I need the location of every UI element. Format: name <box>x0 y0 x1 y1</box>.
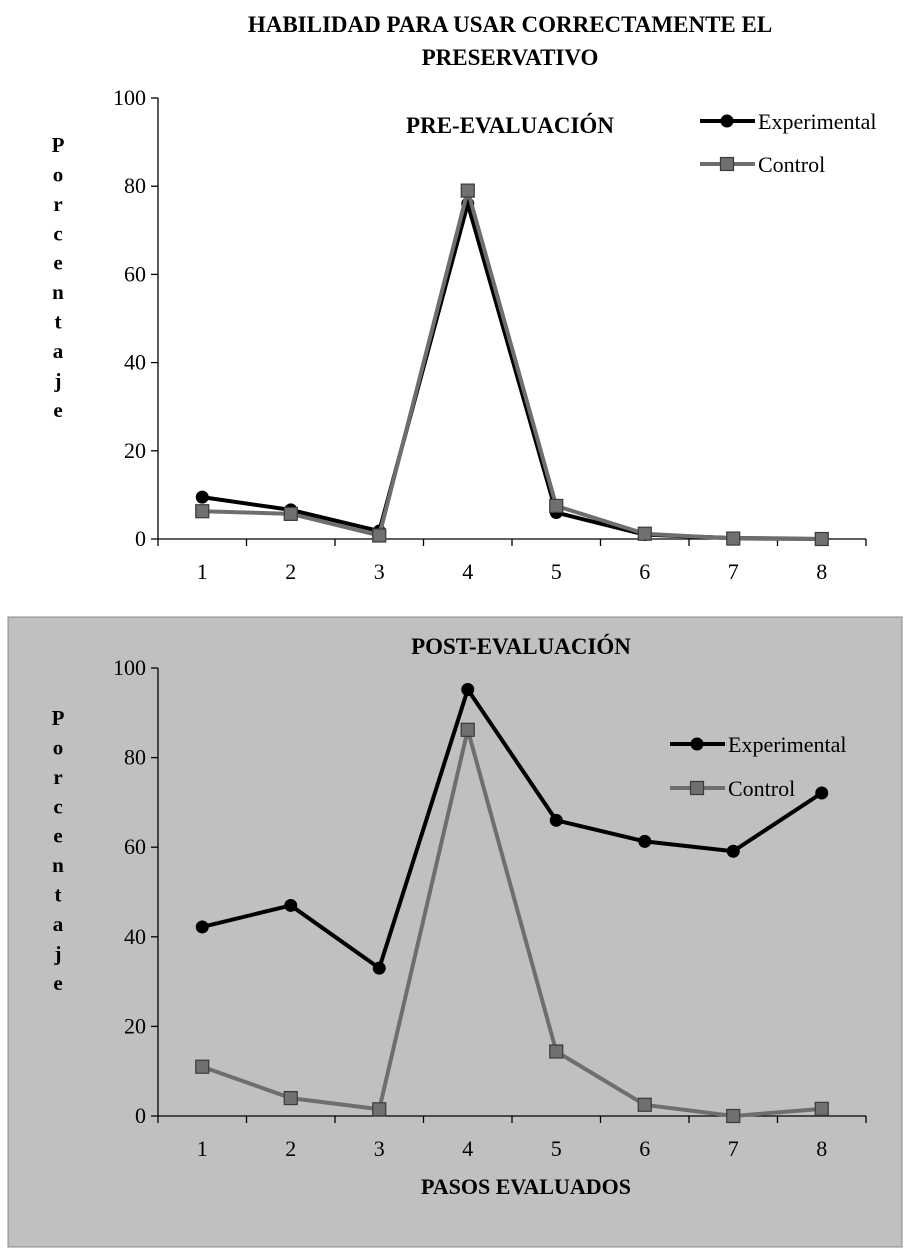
data-point-experimental <box>195 490 209 504</box>
y-tick-label: 20 <box>124 1013 146 1038</box>
chart-title: PRE-EVALUACIÓN <box>406 112 614 138</box>
x-axis-label: PASOS EVALUADOS <box>421 1174 631 1199</box>
y-axis-label-letter: P <box>52 706 65 730</box>
y-axis-label-letter: c <box>53 221 62 245</box>
x-tick-label: 5 <box>551 1136 562 1161</box>
y-axis-label-letter: r <box>53 765 62 789</box>
y-axis-label-letter: e <box>53 251 62 275</box>
x-tick-label: 2 <box>285 1136 296 1161</box>
data-point-experimental <box>726 844 740 858</box>
y-tick-label: 40 <box>124 350 146 375</box>
y-tick-label: 60 <box>124 261 146 286</box>
y-axis-label-letter: e <box>53 971 62 995</box>
data-point-control <box>372 528 387 543</box>
data-point-experimental <box>815 786 829 800</box>
data-point-experimental <box>195 920 209 934</box>
data-point-control <box>195 1059 210 1074</box>
data-point-control <box>195 504 210 519</box>
y-axis-label-letter: o <box>53 162 64 186</box>
x-tick-label: 4 <box>462 1136 473 1161</box>
x-tick-label: 5 <box>551 559 562 584</box>
figure-title-line-1: HABILIDAD PARA USAR CORRECTAMENTE EL <box>248 12 772 37</box>
y-axis-label-letter: a <box>53 912 64 936</box>
y-tick-label: 20 <box>124 438 146 463</box>
data-point-experimental <box>461 683 475 697</box>
legend-marker-control <box>689 780 705 796</box>
y-axis-label-letter: n <box>52 853 64 877</box>
series-line-control <box>202 188 822 541</box>
data-point-control <box>283 506 298 521</box>
data-point-control <box>549 498 564 514</box>
legend-label-control: Control <box>758 152 825 177</box>
figure-title-line-2: PRESERVATIVO <box>422 45 599 70</box>
y-axis-label-letter: j <box>54 368 62 392</box>
y-axis-label-letter: j <box>54 941 62 965</box>
data-point-experimental <box>372 961 386 975</box>
x-tick-label: 6 <box>639 1136 650 1161</box>
y-tick-label: 0 <box>135 1103 146 1128</box>
data-point-control <box>814 1101 829 1116</box>
x-tick-label: 7 <box>728 559 739 584</box>
chart-title: POST-EVALUACIÓN <box>411 633 631 659</box>
series-line-control <box>201 727 822 1118</box>
data-point-control <box>549 1044 564 1059</box>
x-tick-label: 8 <box>816 1136 827 1161</box>
y-axis-label-letter: c <box>53 794 62 818</box>
y-axis-label-letter: e <box>53 398 62 422</box>
y-tick-label: 60 <box>124 834 146 859</box>
post-panel-background <box>7 616 903 1248</box>
x-tick-label: 1 <box>197 1136 208 1161</box>
x-tick-label: 1 <box>197 559 208 584</box>
legend-marker-control <box>719 156 735 172</box>
legend: Experimental Control <box>670 732 847 801</box>
data-point-control <box>372 1102 387 1117</box>
legend-label-control: Control <box>728 776 795 801</box>
x-tick-label: 6 <box>639 559 650 584</box>
data-point-control <box>283 1090 298 1106</box>
data-point-experimental <box>284 898 298 912</box>
x-tick-label: 7 <box>728 1136 739 1161</box>
y-tick-label: 100 <box>113 85 146 110</box>
y-tick-label: 100 <box>113 655 146 680</box>
y-axis-label-letter: n <box>52 280 64 304</box>
legend-marker-experimental <box>720 114 734 128</box>
data-point-control <box>637 526 652 541</box>
x-tick-label: 3 <box>374 1136 385 1161</box>
y-axis-label-letter: t <box>55 310 62 334</box>
y-axis-label-letter: o <box>53 735 64 759</box>
legend: Experimental Control <box>700 109 877 177</box>
data-point-control <box>637 1097 652 1112</box>
x-tick-label: 8 <box>816 559 827 584</box>
y-axis-label-letter: e <box>53 824 62 848</box>
data-point-control <box>726 531 741 546</box>
data-point-control <box>814 531 829 547</box>
data-point-control <box>726 1108 741 1124</box>
y-tick-label: 0 <box>135 526 146 551</box>
series-line-experimental <box>201 687 823 971</box>
x-tick-label: 2 <box>285 559 296 584</box>
data-point-experimental <box>638 834 652 848</box>
x-tick-label: 3 <box>374 559 385 584</box>
data-point-control <box>460 722 475 737</box>
y-axis-label-letter: r <box>53 192 62 216</box>
y-axis-label-letter: a <box>53 339 64 363</box>
y-tick-label: 40 <box>124 924 146 949</box>
data-point-control <box>460 183 475 198</box>
legend-label-experimental: Experimental <box>758 109 877 134</box>
data-point-experimental <box>549 813 563 827</box>
y-axis-label-letter: P <box>52 133 65 157</box>
y-axis-label-letter: t <box>55 883 62 907</box>
series-line-experimental <box>201 201 822 541</box>
legend-label-experimental: Experimental <box>728 732 847 757</box>
y-tick-label: 80 <box>124 173 146 198</box>
y-tick-label: 80 <box>124 745 146 770</box>
legend-marker-experimental <box>690 737 704 751</box>
x-tick-label: 4 <box>462 559 473 584</box>
